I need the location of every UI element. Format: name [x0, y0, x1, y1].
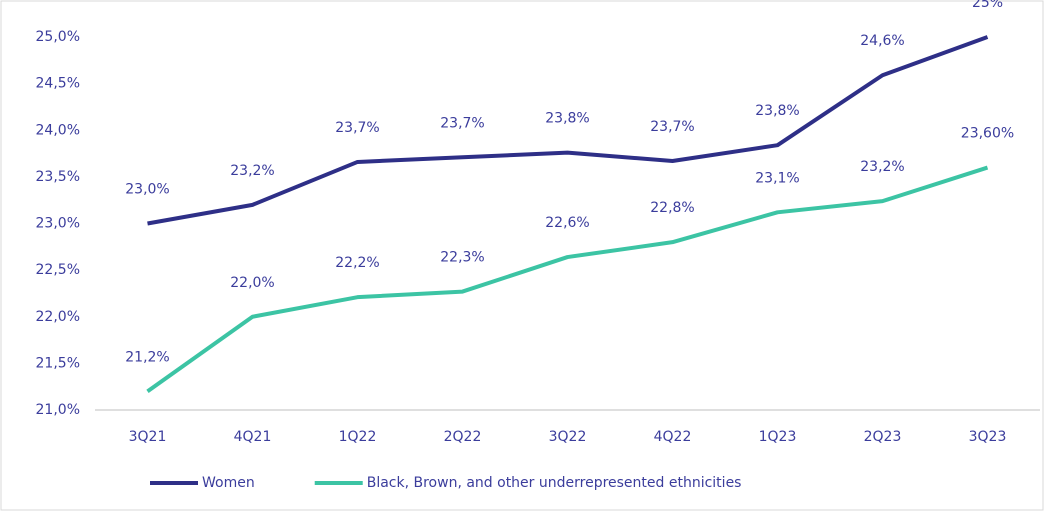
- data-label: 23,7%: [335, 120, 379, 136]
- y-tick-label: 23,5%: [36, 169, 80, 185]
- y-tick-label: 24,0%: [36, 122, 80, 138]
- data-label: 23,60%: [961, 126, 1014, 142]
- x-tick-label: 2Q23: [864, 429, 902, 445]
- data-label: 21,2%: [125, 349, 169, 365]
- series-line: [147, 35, 989, 226]
- x-tick-label: 3Q21: [129, 429, 167, 445]
- data-label: 22,8%: [650, 200, 694, 216]
- data-label: 23,0%: [125, 182, 169, 198]
- y-tick-label: 23,0%: [36, 216, 80, 232]
- y-tick-label: 21,0%: [36, 402, 80, 418]
- data-label: 22,6%: [545, 215, 589, 231]
- x-tick-label: 1Q23: [759, 429, 797, 445]
- data-label: 22,2%: [335, 255, 379, 271]
- data-label: 24,6%: [860, 33, 904, 49]
- y-tick-label: 25,0%: [36, 29, 80, 45]
- data-label: 23,7%: [650, 119, 694, 135]
- y-tick-label: 21,5%: [36, 355, 80, 371]
- x-tick-label: 4Q21: [234, 429, 272, 445]
- data-label: 23,1%: [755, 170, 799, 186]
- x-tick-label: 1Q22: [339, 429, 377, 445]
- legend-label: Black, Brown, and other underrepresented…: [367, 475, 742, 491]
- data-label: 22,0%: [230, 275, 274, 291]
- data-label: 22,3%: [440, 250, 484, 266]
- y-tick-label: 24,5%: [36, 76, 80, 92]
- x-tick-label: 3Q22: [549, 429, 587, 445]
- y-tick-label: 22,0%: [36, 309, 80, 325]
- x-tick-label: 2Q22: [444, 429, 482, 445]
- x-tick-label: 4Q22: [654, 429, 692, 445]
- data-label: 23,2%: [860, 159, 904, 175]
- data-label: 23,8%: [545, 111, 589, 127]
- legend-label: Women: [202, 475, 255, 491]
- data-label: 25%: [972, 0, 1003, 11]
- x-tick-label: 3Q23: [969, 429, 1007, 445]
- y-tick-label: 22,5%: [36, 262, 80, 278]
- data-label: 23,8%: [755, 103, 799, 119]
- data-label: 23,2%: [230, 163, 274, 179]
- data-label: 23,7%: [440, 115, 484, 131]
- series-line: [146, 165, 989, 393]
